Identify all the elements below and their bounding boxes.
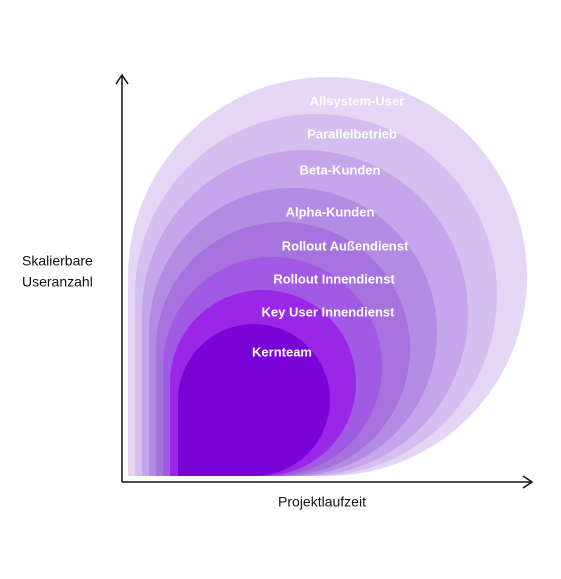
layer-label: Allsystem-User bbox=[310, 93, 405, 108]
y-axis-label: Skalierbare bbox=[22, 253, 93, 269]
y-axis-label: Useranzahl bbox=[22, 274, 93, 290]
layer-label: Rollout Innendienst bbox=[273, 271, 395, 286]
layer-labels: Allsystem-User Parallelbetrieb Beta-Kunden… bbox=[252, 93, 409, 359]
layer-label: Rollout Außendienst bbox=[282, 238, 409, 253]
y-arrow bbox=[115, 73, 129, 85]
x-arrow bbox=[522, 475, 534, 489]
x-axis-label: Projektlaufzeit bbox=[278, 494, 366, 510]
layer-label: Alpha-Kunden bbox=[286, 204, 375, 219]
layers bbox=[128, 76, 527, 476]
layer-label: Kernteam bbox=[252, 344, 312, 359]
layer-label: Key User Innendienst bbox=[262, 304, 396, 319]
layer-label: Beta-Kunden bbox=[300, 162, 381, 177]
layer-label: Parallelbetrieb bbox=[307, 126, 397, 141]
layer-shape bbox=[178, 324, 330, 476]
